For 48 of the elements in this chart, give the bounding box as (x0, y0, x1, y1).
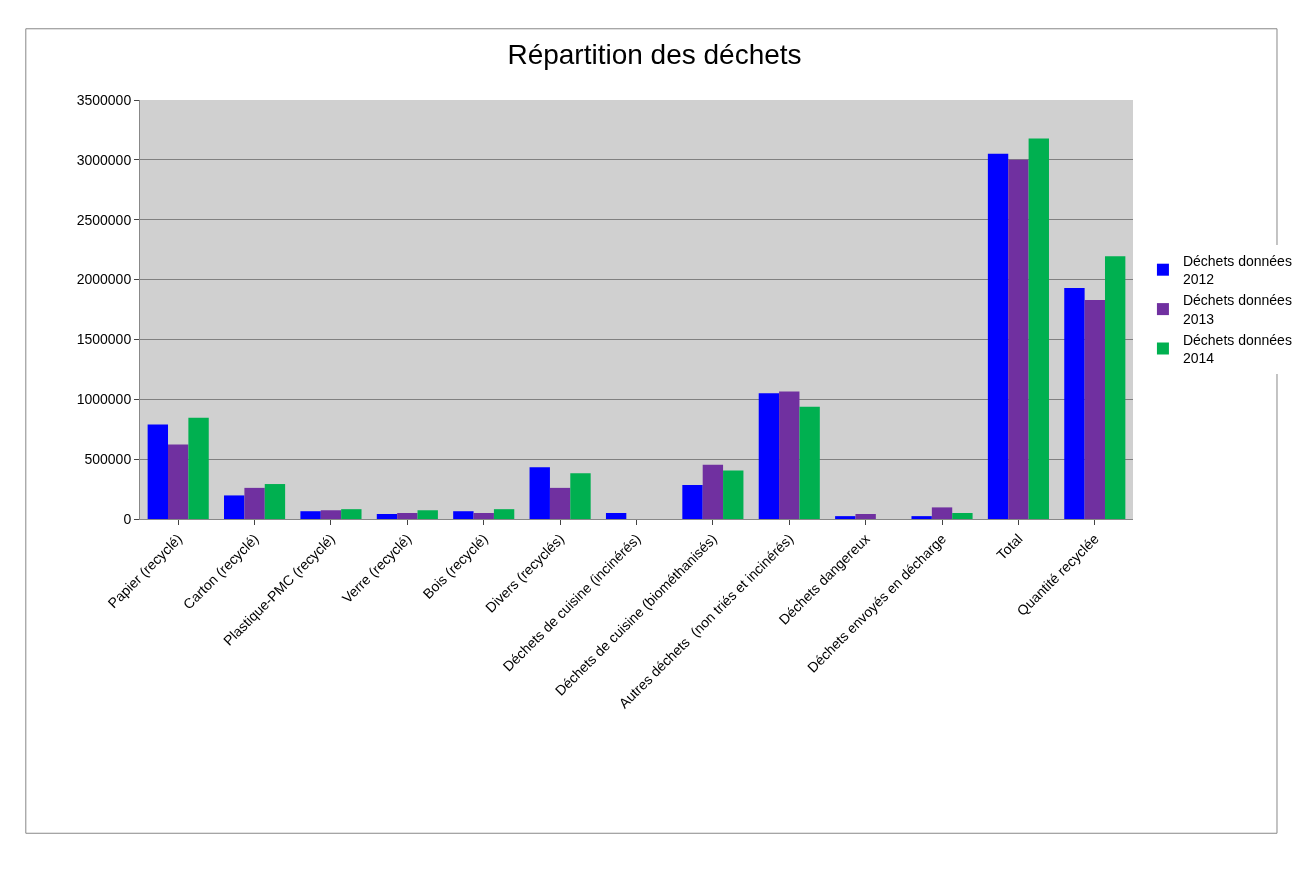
bar (855, 513, 876, 519)
bar (723, 470, 744, 519)
bar (417, 510, 438, 519)
bar (473, 513, 494, 519)
legend-label: Déchets données 2013 (1182, 292, 1292, 327)
legend-label: Déchets données 2012 (1182, 253, 1292, 288)
bar (453, 511, 474, 519)
bar (147, 424, 169, 519)
legend-label: Déchets données 2014 (1182, 331, 1292, 367)
bar (264, 484, 286, 519)
bar (529, 467, 550, 519)
bar (1104, 256, 1126, 519)
chart-title: Répartition des déchets (507, 38, 802, 70)
bar (1064, 287, 1085, 519)
bar (911, 516, 932, 519)
bar (1084, 299, 1105, 519)
bar (493, 509, 515, 519)
bar (224, 495, 245, 519)
bar (702, 464, 724, 519)
bar (758, 393, 780, 519)
bar (952, 513, 973, 519)
bar (1028, 138, 1049, 519)
y-tick-label: 2500000 (76, 211, 132, 228)
y-tick-label: 1500000 (76, 331, 132, 348)
bar (320, 510, 342, 519)
y-tick-label: 500000 (84, 451, 132, 468)
bar (1008, 159, 1029, 519)
y-tick-label: 2000000 (76, 271, 132, 288)
bar (188, 417, 209, 519)
y-tick-label: 1000000 (76, 391, 132, 408)
bar (549, 487, 571, 519)
bar (605, 513, 627, 519)
bar (682, 485, 703, 519)
bar (779, 391, 800, 519)
bar (397, 513, 418, 519)
y-tick-label: 3000000 (76, 151, 132, 168)
bar (244, 487, 265, 519)
bar (376, 513, 398, 519)
bar (987, 153, 1009, 519)
bar (300, 511, 321, 519)
y-tick-label: 3500000 (76, 91, 132, 108)
bar (799, 406, 820, 519)
y-tick-label: 0 (123, 510, 132, 527)
bar (570, 473, 591, 519)
bar (835, 516, 856, 519)
bar (168, 444, 189, 519)
bar (931, 507, 953, 519)
bar (341, 509, 362, 519)
